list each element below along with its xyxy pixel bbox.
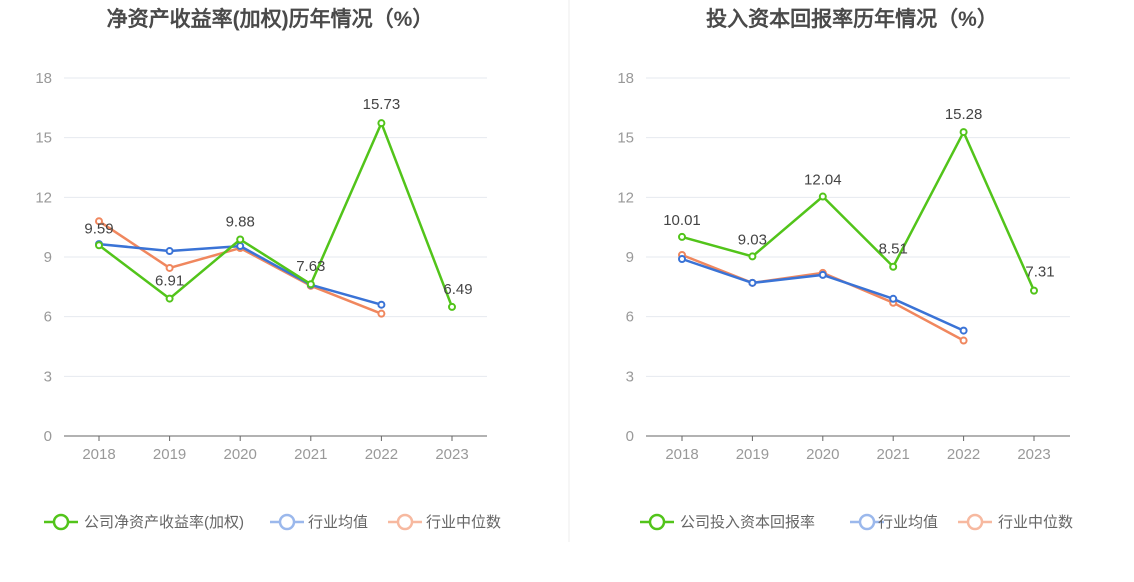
chart2-point-avg	[959, 326, 968, 335]
chart2-y-tick-label: 15	[617, 130, 634, 147]
chart2-legend-marker-company	[648, 513, 666, 531]
chart2-x-tick-label: 2020	[806, 446, 839, 463]
chart2-x-tick-label: 2019	[736, 446, 769, 463]
chart2-y-tick-label: 12	[617, 189, 634, 206]
chart1-title: 净资产收益率(加权)历年情况（%）	[107, 7, 434, 31]
chart2-point-median	[959, 336, 968, 345]
chart1-data-label: 15.73	[363, 96, 401, 113]
chart2-legend-label-company: 公司投入资本回报率	[680, 514, 815, 531]
chart1-x-tick-label: 2019	[153, 446, 186, 463]
chart1-series-line-company	[98, 121, 454, 308]
chart2-y-tick-label: 9	[626, 249, 634, 266]
chart2-point-company	[959, 128, 968, 137]
chart1-y-tick-label: 3	[44, 368, 52, 385]
chart2-y-tick-label: 0	[626, 428, 634, 445]
chart1-x-tick-label: 2018	[82, 446, 115, 463]
chart2-y-tick-label: 18	[617, 70, 634, 87]
chart1-legend-marker-avg	[278, 513, 296, 531]
chart1-data-label: 7.63	[296, 258, 325, 275]
chart1-data-label: 6.49	[443, 281, 472, 298]
chart2-data-label: 8.51	[879, 241, 908, 258]
chart1-point-avg	[377, 300, 386, 309]
chart1-legend-marker-company	[52, 513, 70, 531]
chart1-point-median	[95, 217, 103, 226]
chart2-x-tick-label: 2021	[877, 446, 910, 463]
chart2-x-tick-label: 2023	[1017, 446, 1050, 463]
chart1-y-tick-label: 15	[35, 130, 52, 147]
chart1-series-line-avg	[98, 242, 382, 306]
chart2-point-avg	[678, 254, 686, 263]
chart2-data-label: 10.01	[663, 212, 701, 229]
chart2-title: 投入资本回报率历年情况（%）	[706, 7, 998, 31]
chart1-point-median	[377, 309, 386, 318]
chart2-y-tick-label: 3	[626, 368, 634, 385]
chart1-y-tick-label: 12	[35, 189, 52, 206]
chart1-y-tick-label: 6	[44, 309, 52, 326]
chart2-point-company	[678, 232, 686, 241]
chart2-point-company	[1030, 286, 1038, 295]
chart1-point-company	[306, 280, 315, 289]
chart1-point-company	[448, 302, 456, 311]
chart1-data-label: 6.91	[155, 273, 184, 290]
chart1-legend-label-company: 公司净资产收益率(加权)	[84, 514, 244, 531]
chart2-point-company	[748, 252, 757, 261]
chart1-point-median	[165, 263, 174, 272]
chart2-series-line-company	[681, 130, 1036, 292]
chart1-y-tick-label: 0	[44, 428, 52, 445]
chart2-data-label: 7.31	[1025, 264, 1054, 281]
chart1-point-avg	[165, 247, 174, 256]
chart1-legend-marker-median	[396, 513, 414, 531]
chart1-x-tick-label: 2023	[435, 446, 468, 463]
chart1-series-line-median	[98, 220, 382, 315]
chart2-point-avg	[748, 278, 757, 287]
chart1-legend-label-avg: 行业均值	[308, 514, 368, 531]
chart2-data-label: 12.04	[804, 172, 842, 189]
chart2-point-company	[818, 192, 827, 201]
chart2-y-tick-label: 6	[626, 309, 634, 326]
chart1-point-company	[165, 294, 174, 303]
chart2-data-label: 15.28	[945, 106, 983, 123]
chart2-legend-marker-median	[966, 513, 984, 531]
chart2-legend-label-median: 行业中位数	[998, 514, 1073, 531]
chart1-x-tick-label: 2020	[224, 446, 257, 463]
chart2-x-tick-label: 2018	[665, 446, 698, 463]
chart1-point-company	[377, 119, 386, 128]
chart2-point-avg	[889, 294, 898, 303]
chart1-data-label: 9.88	[226, 213, 255, 230]
chart1-point-company	[236, 235, 245, 244]
chart1-y-tick-label: 18	[35, 70, 52, 87]
chart1-y-tick-label: 9	[44, 249, 52, 266]
chart1-legend-label-median: 行业中位数	[426, 514, 501, 531]
chart1-x-tick-label: 2021	[294, 446, 327, 463]
chart2-point-company	[889, 262, 898, 271]
chart1-point-company	[95, 241, 103, 250]
chart1-x-tick-label: 2022	[365, 446, 398, 463]
chart2-legend-marker-avg	[858, 513, 876, 531]
chart1-data-label: 9.59	[84, 220, 113, 237]
chart2-series-line-median	[681, 253, 965, 342]
chart1-point-avg	[236, 242, 245, 251]
chart2-legend-label-avg: 行业均值	[878, 514, 938, 531]
chart2-x-tick-label: 2022	[947, 446, 980, 463]
chart2-data-label: 9.03	[738, 231, 767, 248]
chart2-point-avg	[818, 270, 827, 279]
